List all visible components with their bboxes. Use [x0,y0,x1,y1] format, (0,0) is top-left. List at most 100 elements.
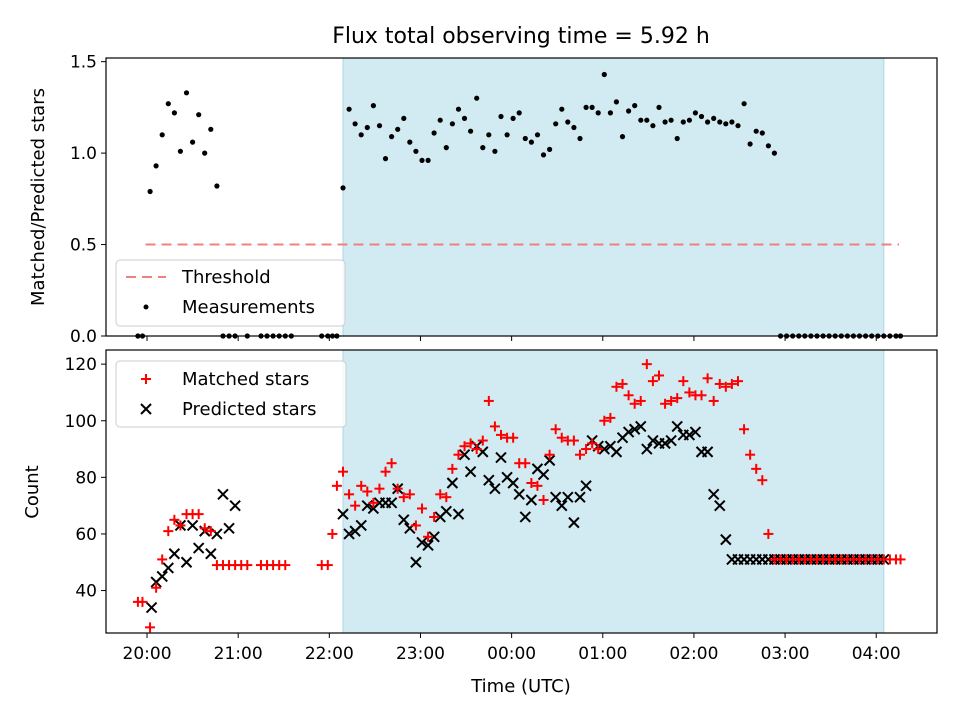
predicted-point [145,601,158,614]
predicted-point [574,491,586,503]
predicted-point [205,548,217,560]
x-tick-label: 22:00 [305,644,354,664]
cross-b [519,511,532,523]
measurement-point [741,101,747,107]
cross-b [647,434,659,447]
predicted-point [398,514,410,526]
measurement-point [449,121,455,127]
cross-b [483,474,495,486]
measurement-point [183,90,190,96]
predicted-point [689,426,702,438]
measurement-point [340,185,346,191]
cross-b [604,440,617,452]
matched-point [532,480,543,491]
matched-point [714,378,725,389]
predicted-point [659,437,671,450]
measurement-point [492,148,498,154]
measurement-point [461,115,468,121]
measurement-point [717,119,723,125]
matched-point [678,376,689,387]
y-tick-label: 40 [75,582,97,602]
measurement-point [389,134,395,140]
x-tick-label: 23:00 [396,644,445,664]
measurement-point [553,121,559,127]
cross-b [537,468,550,481]
matched-point [489,421,500,432]
matched-point [386,458,397,469]
predicted-point [610,446,623,458]
predicted-point [683,429,696,441]
matched-point [380,466,391,477]
matched-point [483,395,494,406]
cross-b [610,446,623,458]
predicted-point [671,420,683,433]
matched-point [280,560,291,571]
predicted-point [180,556,193,568]
matched-point [193,509,204,520]
cross-b [410,556,422,568]
legend-matched-swatch [141,374,151,384]
matched-point [587,438,598,449]
cross-b [659,437,671,450]
measurement-point [589,104,595,110]
measurement-point [153,163,159,169]
predicted-point [556,499,568,512]
measurement-point [376,123,383,129]
matched-point [660,398,671,409]
measurement-point [528,139,535,145]
matched-point [392,483,403,494]
matched-point [137,596,148,607]
measurement-point [638,117,644,123]
matched-point [368,497,379,508]
matched-point [322,560,333,571]
matched-point [611,381,622,392]
measurement-point [352,121,358,127]
matched-point [757,475,768,486]
cross-b [205,548,217,560]
predicted-point [192,542,205,554]
cross-b [714,499,726,512]
predicted-point [217,488,229,501]
predicted-point [428,531,440,543]
measurement-point [214,183,220,189]
bottom-frame [105,349,938,634]
matched-point [684,387,695,398]
cross-b [683,429,696,441]
matched-point [416,503,427,514]
predicted-point [156,570,168,583]
cross-b [192,542,205,554]
predicted-point [446,477,459,489]
predicted-point [422,539,434,551]
measurement-point [674,135,680,142]
predicted-point [701,446,714,458]
measurement-point [662,119,668,125]
cross-b [671,420,683,433]
measurement-point [747,141,753,147]
measurement-point [547,146,553,152]
cross-b [549,491,562,503]
predicted-point [714,499,726,512]
cross-b [180,556,193,568]
measurement-point [735,123,741,129]
matched-point [410,520,421,531]
matched-point [751,463,762,474]
legend-predicted-label: Predicted stars [182,399,316,420]
predicted-point [452,508,465,520]
predicted-point [580,480,592,492]
measurement-point [474,95,480,101]
predicted-point [568,516,580,529]
predicted-point [641,443,653,455]
matched-point [702,373,713,384]
matched-point [169,514,180,525]
measurement-point [510,115,516,121]
cross-b [495,451,507,464]
matched-point [544,449,555,460]
measurement-point [692,110,699,116]
cross-b [458,449,471,461]
predicted-point [168,548,181,560]
bottom-ylabel: Count [22,465,43,518]
cross-b [464,465,477,478]
predicted-point [513,488,525,501]
measurement-point [577,135,583,142]
predicted-point [483,474,495,486]
